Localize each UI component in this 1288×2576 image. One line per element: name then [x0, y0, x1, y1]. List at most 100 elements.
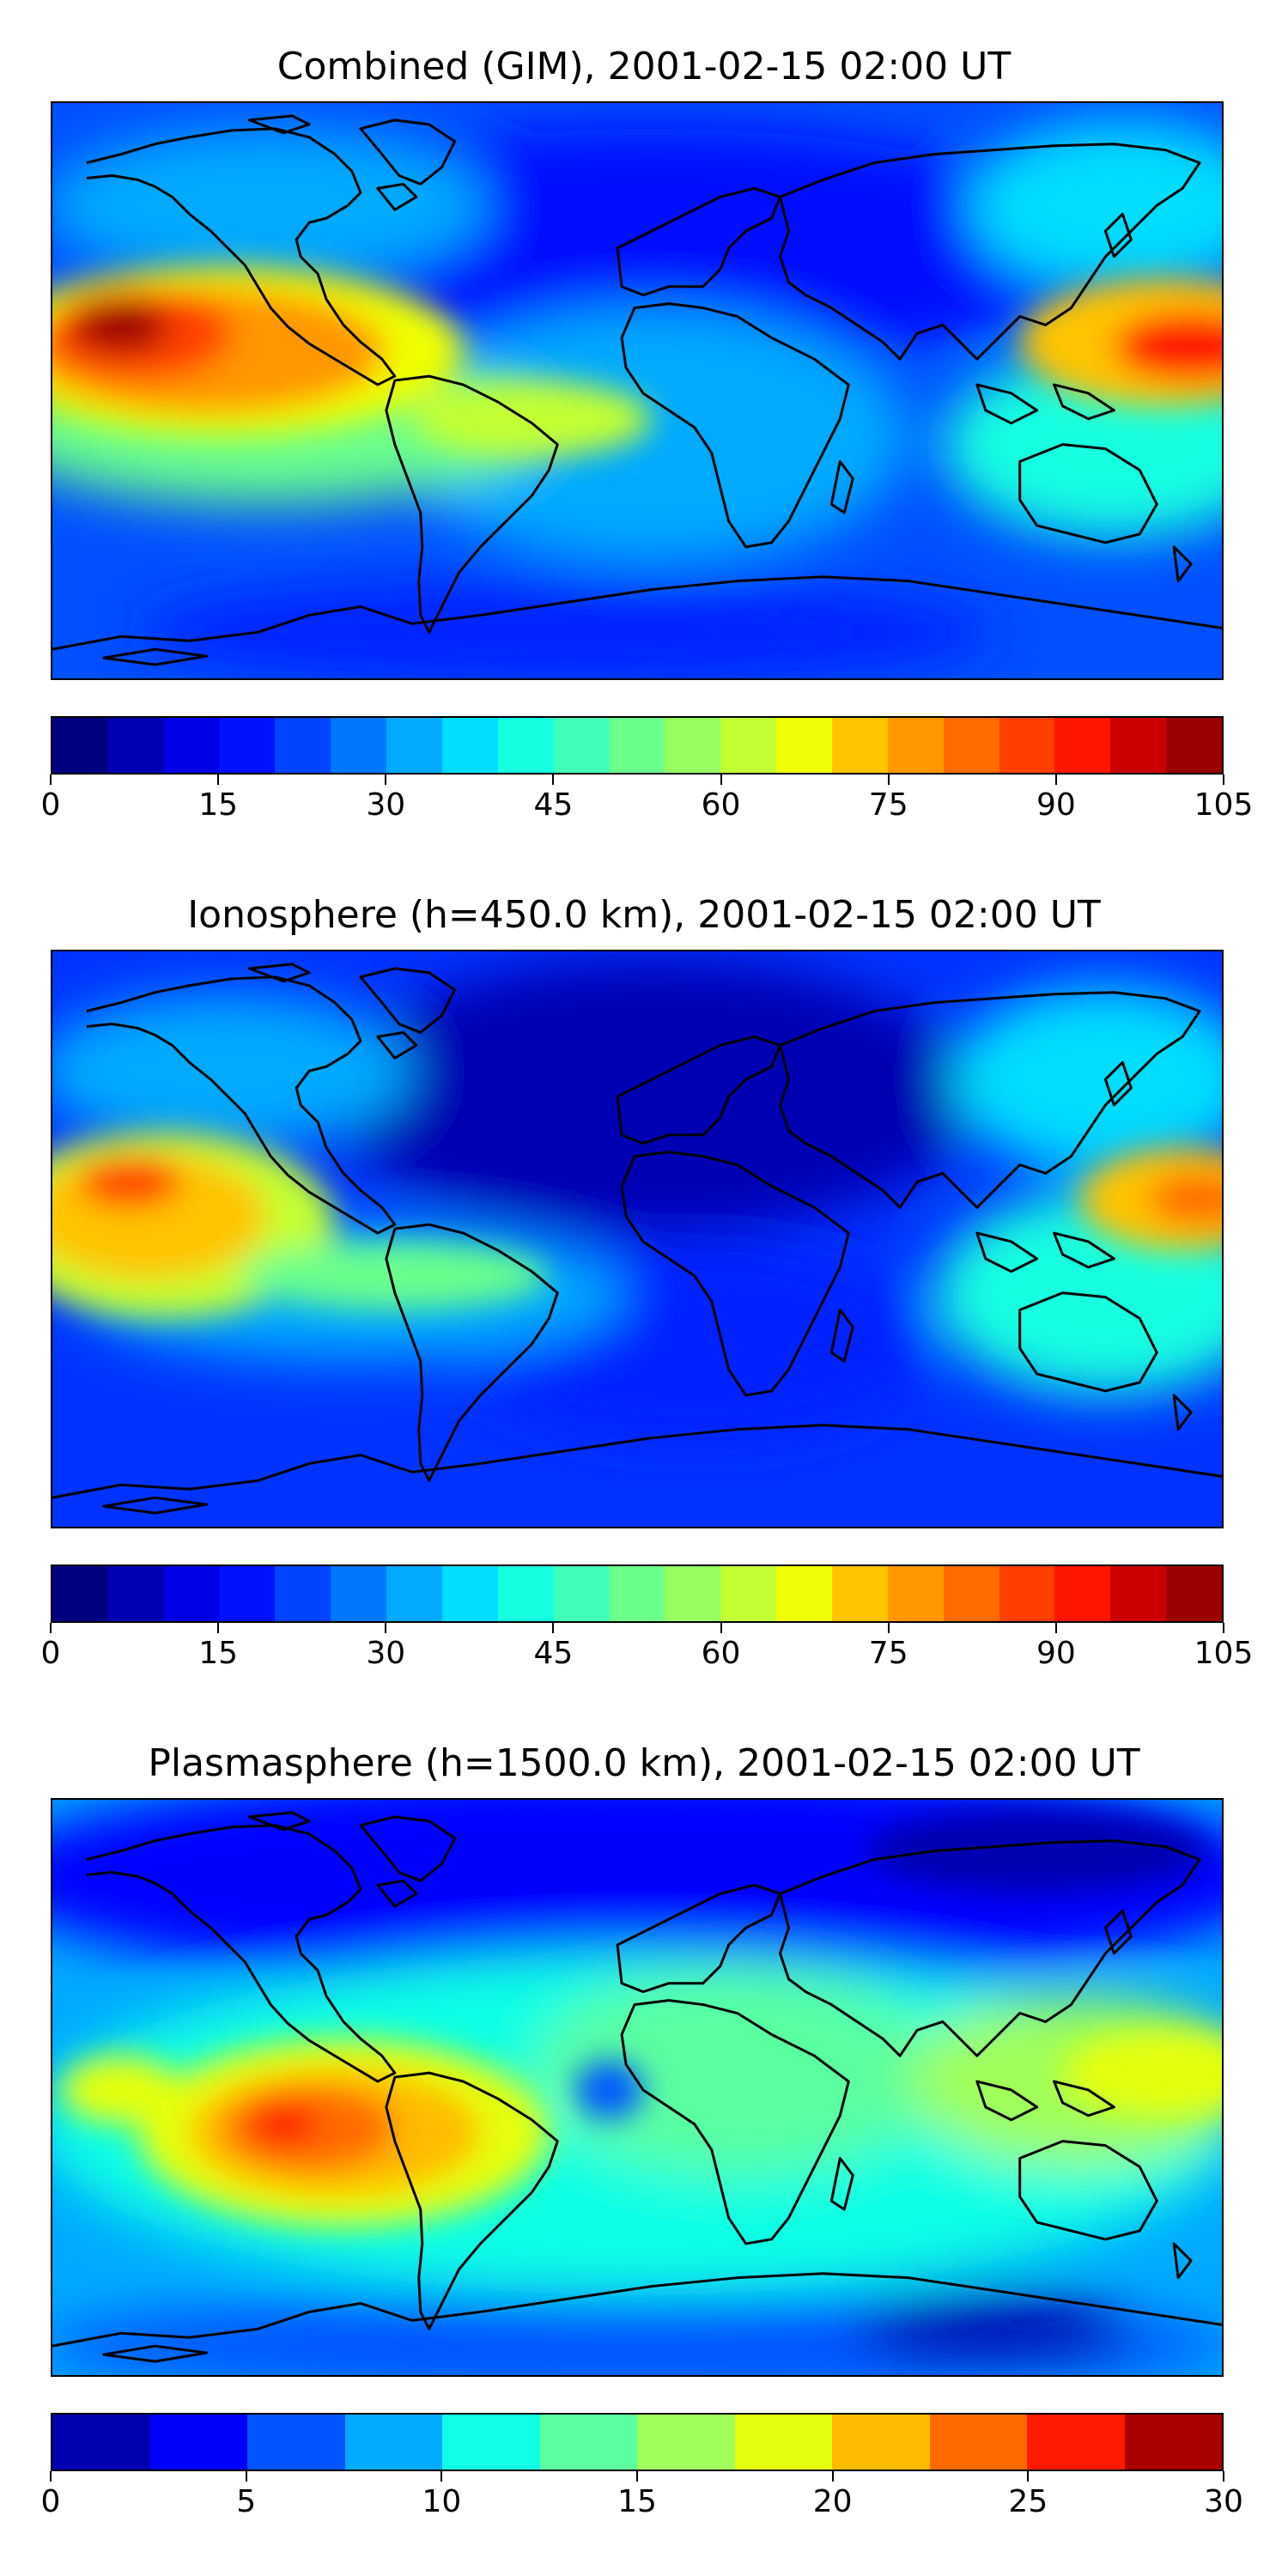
- colorbar-segment: [275, 718, 331, 773]
- colorbar-segment: [1027, 2415, 1125, 2470]
- colorbar-tick-label: 30: [366, 1636, 406, 1671]
- colorbar-tick-label: 90: [1036, 787, 1076, 823]
- tec-contour-map: [52, 951, 1222, 1527]
- colorbar-segment: [776, 1566, 833, 1621]
- colorbar-segment: [1054, 1566, 1111, 1621]
- colorbar-tick-mark: [1223, 1623, 1224, 1633]
- colorbar-segment: [832, 718, 888, 773]
- colorbar-tick-mark: [720, 1623, 722, 1633]
- colorbar-segment: [1110, 1566, 1167, 1621]
- colorbar-tick-label: 15: [198, 1636, 239, 1671]
- colorbar-tick-mark: [245, 2471, 247, 2482]
- colorbar-segment: [943, 718, 999, 773]
- colorbar-tick-label: 105: [1194, 1636, 1254, 1671]
- colorbar-segment: [539, 2415, 637, 2470]
- colorbar-segment: [442, 2415, 540, 2470]
- colorbar-segment: [107, 718, 164, 773]
- colorbar-segment: [1166, 718, 1223, 773]
- panel-title: Combined (GIM), 2001-02-15 02:00 UT: [276, 45, 1012, 88]
- colorbar-segment: [52, 2415, 150, 2470]
- panel-title: Plasmasphere (h=1500.0 km), 2001-02-15 0…: [148, 1741, 1140, 1785]
- colorbar-segment: [275, 1566, 331, 1621]
- colorbar-tick-mark: [720, 775, 722, 785]
- colorbar-tick-label: 25: [1008, 2484, 1048, 2519]
- colorbar-segment: [929, 2415, 1027, 2470]
- colorbar-ticks: 0 5 10 15 20 25 30: [41, 2471, 1243, 2523]
- colorbar: [51, 1564, 1224, 1623]
- tec-map: [51, 101, 1224, 680]
- colorbar-segment: [887, 1566, 944, 1621]
- colorbar-tick-mark: [1027, 2471, 1030, 2482]
- colorbar-segment: [832, 1566, 888, 1621]
- colorbar-segment: [734, 2415, 832, 2470]
- colorbar-tick-mark: [50, 1623, 52, 1633]
- colorbar-segment: [497, 718, 554, 773]
- colorbar-segment: [386, 718, 443, 773]
- colorbar-segment: [943, 1566, 999, 1621]
- colorbar-tick-mark: [831, 2471, 834, 2482]
- colorbar-segment: [832, 2415, 930, 2470]
- colorbar-tick-label: 75: [868, 1636, 908, 1671]
- colorbar-tick-mark: [50, 775, 52, 785]
- colorbar-segment: [999, 718, 1055, 773]
- colorbar: [51, 716, 1224, 775]
- colorbar-segment: [52, 718, 108, 773]
- colorbar-segment: [344, 2415, 442, 2470]
- colorbar-segment: [999, 1566, 1055, 1621]
- colorbar-tick-mark: [552, 775, 555, 785]
- colorbar-segment: [331, 718, 387, 773]
- colorbar-tick-label: 0: [40, 2484, 61, 2519]
- colorbar-tick-label: 30: [1204, 2484, 1243, 2519]
- tec-map: [51, 1798, 1224, 2377]
- colorbar-segment: [442, 718, 498, 773]
- colorbar-segment: [149, 2415, 247, 2470]
- colorbar-segment: [609, 1566, 665, 1621]
- colorbar-tick-mark: [50, 2471, 52, 2482]
- colorbar-tick-label: 10: [422, 2484, 462, 2519]
- colorbar-tick-label: 0: [40, 1636, 61, 1671]
- panel-title: Ionosphere (h=450.0 km), 2001-02-15 02:0…: [187, 893, 1101, 937]
- colorbar-tick-label: 60: [701, 1636, 741, 1671]
- colorbar-segment: [497, 1566, 554, 1621]
- colorbar-segment: [720, 1566, 777, 1621]
- colorbar-segment: [665, 718, 721, 773]
- colorbar-tick-mark: [217, 775, 220, 785]
- colorbar-segment: [720, 718, 777, 773]
- colorbar-tick-label: 45: [533, 787, 574, 823]
- colorbar-tick-label: 60: [701, 787, 741, 823]
- tec-contour-map: [52, 1800, 1222, 2375]
- colorbar-tick-label: 45: [533, 1636, 574, 1671]
- colorbar-tick-mark: [887, 775, 890, 785]
- colorbar-tick-mark: [1223, 775, 1224, 785]
- colorbar-segment: [52, 1566, 108, 1621]
- colorbar-segment: [247, 2415, 345, 2470]
- colorbar-tick-mark: [1223, 2471, 1224, 2482]
- colorbar-segment: [442, 1566, 498, 1621]
- colorbar-tick-label: 30: [366, 787, 406, 823]
- colorbar-tick-mark: [887, 1623, 890, 1633]
- colorbar-segment: [609, 718, 665, 773]
- colorbar-ticks: 0 15 30 45 60 75 90 105: [41, 1623, 1253, 1674]
- colorbar-tick-mark: [217, 1623, 220, 1633]
- colorbar-segment: [553, 1566, 610, 1621]
- colorbar-tick-label: 20: [812, 2484, 853, 2519]
- colorbar-segment: [107, 1566, 164, 1621]
- colorbar-segment: [386, 1566, 443, 1621]
- colorbar-tick-label: 0: [40, 787, 61, 823]
- tec-map: [51, 950, 1224, 1528]
- colorbar-segment: [219, 1566, 276, 1621]
- colorbar-segment: [1054, 718, 1111, 773]
- colorbar-tick-label: 5: [236, 2484, 257, 2519]
- colorbar-tick-mark: [385, 1623, 387, 1633]
- colorbar-segment: [1166, 1566, 1223, 1621]
- colorbar-segment: [637, 2415, 735, 2470]
- colorbar-segment: [887, 718, 944, 773]
- colorbar-segment: [553, 718, 610, 773]
- colorbar-tick-mark: [440, 2471, 443, 2482]
- colorbar-segment: [665, 1566, 721, 1621]
- colorbar-segment: [163, 718, 220, 773]
- colorbar-segment: [776, 718, 833, 773]
- colorbar-tick-label: 15: [198, 787, 239, 823]
- colorbar-segment: [219, 718, 276, 773]
- colorbar-tick-label: 15: [617, 2484, 657, 2519]
